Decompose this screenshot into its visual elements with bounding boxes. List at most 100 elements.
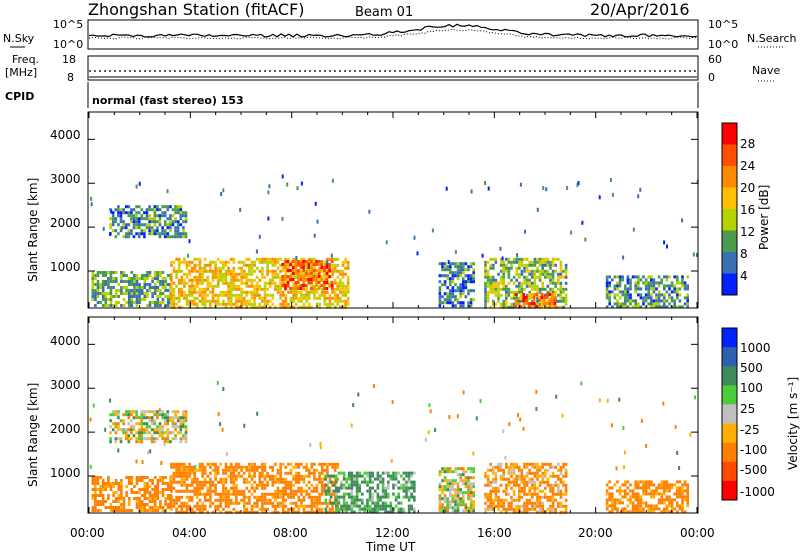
data-cell [639, 504, 643, 508]
data-cell [608, 510, 611, 514]
data-cell [176, 205, 180, 209]
data-cell [146, 271, 149, 274]
data-cell [644, 281, 648, 285]
data-cell [564, 272, 568, 276]
data-cell [292, 290, 295, 294]
data-cell [392, 492, 395, 496]
data-cell [626, 305, 630, 309]
data-cell [564, 474, 568, 478]
data-cell [320, 468, 324, 472]
data-cell [294, 474, 298, 478]
data-cell [313, 296, 316, 300]
data-cell [519, 182, 522, 187]
data-cell [462, 390, 465, 395]
data-cell [153, 232, 157, 236]
data-cell [324, 492, 328, 496]
data-cell [326, 296, 329, 300]
data-cell [161, 437, 164, 441]
data-cell [533, 465, 537, 469]
data-cell [169, 226, 172, 230]
data-cell [564, 489, 568, 493]
data-cell [183, 480, 186, 484]
data-cell [459, 304, 462, 308]
data-cell [486, 477, 490, 481]
data-cell [505, 489, 508, 493]
data-cell [253, 510, 256, 514]
data-cell [211, 462, 215, 466]
data-cell [289, 483, 293, 487]
data-cell [109, 440, 112, 444]
data-cell [449, 265, 452, 269]
data-cell [161, 488, 165, 491]
data-cell [96, 295, 100, 298]
data-cell [528, 281, 531, 285]
data-cell [470, 189, 473, 194]
data-cell [159, 500, 162, 503]
data-cell [96, 482, 100, 485]
data-cell [156, 491, 160, 494]
data-cell [219, 498, 223, 502]
data-cell [394, 474, 398, 478]
data-cell [156, 413, 159, 417]
data-cell [180, 483, 184, 487]
data-cell [663, 275, 666, 279]
data-cell [94, 289, 97, 292]
data-cell [222, 278, 225, 282]
data-cell [289, 305, 293, 309]
data-cell [248, 266, 251, 270]
data-cell [668, 275, 671, 279]
data-cell [315, 269, 318, 272]
data-cell [647, 293, 650, 297]
data-cell [686, 504, 689, 508]
data-cell [546, 462, 550, 466]
data-cell [443, 485, 447, 489]
data-cell [224, 477, 228, 481]
data-cell [130, 425, 133, 429]
data-cell [235, 305, 238, 309]
data-cell [182, 220, 185, 224]
freq-panel: Freq. [MHz] 18 8 60 0 Nave [5, 53, 780, 84]
data-cell [148, 289, 152, 292]
data-cell [94, 488, 97, 491]
data-cell [512, 510, 516, 514]
data-cell [302, 465, 306, 469]
data-cell [499, 462, 503, 466]
data-cell [114, 292, 118, 295]
data-cell [683, 483, 687, 487]
data-cell [608, 293, 611, 297]
data-cell [407, 474, 411, 478]
data-cell [114, 479, 118, 482]
data-cell [255, 486, 259, 490]
data-cell [276, 275, 280, 279]
data-cell [489, 462, 492, 466]
data-cell [281, 480, 285, 484]
data-cell [190, 471, 194, 475]
data-cell [598, 398, 601, 403]
data-cell [245, 278, 249, 282]
data-cell [650, 278, 653, 282]
data-cell [663, 287, 666, 291]
data-cell [449, 470, 452, 474]
data-cell [99, 509, 102, 512]
data-cell [261, 299, 264, 303]
data-cell [525, 498, 529, 502]
data-cell [268, 477, 272, 481]
data-cell [492, 507, 495, 511]
data-cell [107, 304, 110, 307]
data-cell [540, 296, 544, 299]
data-cell [665, 480, 669, 484]
data-cell [281, 216, 284, 221]
data-cell [201, 507, 204, 511]
data-cell [549, 498, 552, 502]
data-cell [546, 275, 550, 279]
data-cell [201, 275, 204, 279]
data-cell [405, 495, 408, 499]
data-cell [665, 278, 669, 282]
data-cell [271, 492, 275, 496]
data-cell [494, 290, 498, 294]
data-cell [610, 178, 612, 183]
data-cell [196, 468, 199, 472]
data-cell [456, 482, 460, 486]
data-cell [161, 286, 165, 289]
data-cell [502, 266, 505, 270]
